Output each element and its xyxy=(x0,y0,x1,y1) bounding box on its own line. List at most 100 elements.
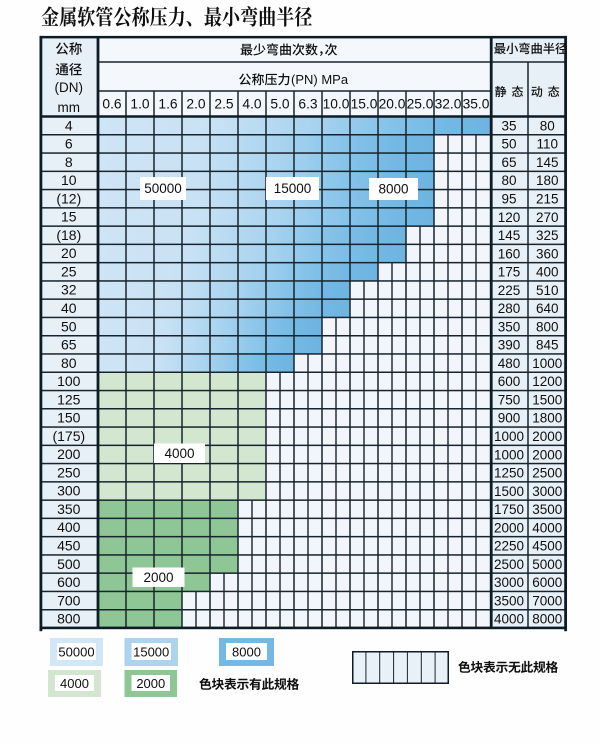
svg-text:110: 110 xyxy=(537,137,559,152)
svg-text:2000: 2000 xyxy=(532,447,562,462)
svg-text:215: 215 xyxy=(536,192,559,207)
svg-text:4: 4 xyxy=(65,117,73,133)
svg-text:6.3: 6.3 xyxy=(298,97,318,112)
svg-text:1800: 1800 xyxy=(532,411,562,426)
svg-text:3500: 3500 xyxy=(494,593,524,608)
svg-text:145: 145 xyxy=(536,155,559,170)
svg-text:2500: 2500 xyxy=(494,557,524,572)
svg-text:65: 65 xyxy=(61,337,77,353)
svg-text:160: 160 xyxy=(498,246,521,261)
svg-text:2000: 2000 xyxy=(532,429,562,444)
svg-text:7000: 7000 xyxy=(532,593,562,608)
svg-text:50000: 50000 xyxy=(144,181,182,196)
svg-text:(12): (12) xyxy=(56,190,81,206)
svg-text:50: 50 xyxy=(501,137,516,152)
svg-text:750: 750 xyxy=(498,393,521,408)
svg-text:50000: 50000 xyxy=(58,645,94,660)
svg-text:200: 200 xyxy=(57,446,81,462)
svg-text:4.0: 4.0 xyxy=(242,97,262,112)
svg-text:900: 900 xyxy=(498,411,521,426)
svg-text:300: 300 xyxy=(57,483,81,499)
svg-text:175: 175 xyxy=(498,265,521,280)
svg-text:25: 25 xyxy=(61,264,77,280)
svg-text:6: 6 xyxy=(65,136,73,152)
svg-text:5000: 5000 xyxy=(532,557,562,572)
svg-text:(175): (175) xyxy=(52,428,85,444)
svg-text:145: 145 xyxy=(498,228,521,243)
svg-text:3000: 3000 xyxy=(532,484,562,499)
svg-text:50: 50 xyxy=(61,318,77,334)
svg-text:0.6: 0.6 xyxy=(102,97,122,112)
svg-text:1000: 1000 xyxy=(494,429,524,444)
svg-text:35.0: 35.0 xyxy=(463,97,490,112)
svg-text:100: 100 xyxy=(57,373,81,389)
svg-text:3000: 3000 xyxy=(494,575,524,590)
svg-text:500: 500 xyxy=(57,556,81,572)
svg-text:95: 95 xyxy=(501,192,516,207)
svg-text:360: 360 xyxy=(536,246,559,261)
svg-text:120: 120 xyxy=(498,210,521,225)
svg-text:2000: 2000 xyxy=(143,570,173,585)
svg-text:1.0: 1.0 xyxy=(130,97,150,112)
svg-text:15000: 15000 xyxy=(133,645,169,660)
svg-text:250: 250 xyxy=(57,464,81,480)
svg-text:800: 800 xyxy=(57,611,81,627)
svg-text:1500: 1500 xyxy=(532,393,562,408)
svg-text:270: 270 xyxy=(536,210,559,225)
svg-text:1.6: 1.6 xyxy=(158,97,178,112)
svg-text:150: 150 xyxy=(57,410,81,426)
svg-text:640: 640 xyxy=(536,301,559,316)
svg-text:350: 350 xyxy=(57,501,81,517)
svg-text:225: 225 xyxy=(498,283,521,298)
svg-text:450: 450 xyxy=(57,538,81,554)
svg-text:1750: 1750 xyxy=(494,502,524,517)
svg-text:1000: 1000 xyxy=(532,356,562,371)
svg-text:8000: 8000 xyxy=(532,612,562,627)
svg-text:350: 350 xyxy=(498,319,521,334)
svg-text:(18): (18) xyxy=(56,227,81,243)
svg-text:mm: mm xyxy=(58,100,81,115)
svg-text:15.0: 15.0 xyxy=(351,97,378,112)
svg-text:20: 20 xyxy=(61,245,77,261)
svg-text:280: 280 xyxy=(498,301,521,316)
svg-text:2.0: 2.0 xyxy=(186,97,206,112)
svg-text:2500: 2500 xyxy=(532,466,562,481)
svg-text:80: 80 xyxy=(61,355,77,371)
svg-text:1250: 1250 xyxy=(494,466,524,481)
svg-text:4000: 4000 xyxy=(164,446,194,461)
svg-text:80: 80 xyxy=(501,173,516,188)
svg-text:4000: 4000 xyxy=(494,612,524,627)
svg-text:5.0: 5.0 xyxy=(270,97,290,112)
svg-text:25.0: 25.0 xyxy=(407,97,434,112)
svg-text:845: 845 xyxy=(536,338,559,353)
svg-text:20.0: 20.0 xyxy=(379,97,406,112)
svg-text:2000: 2000 xyxy=(136,676,165,691)
svg-text:15000: 15000 xyxy=(274,181,312,196)
svg-text:180: 180 xyxy=(536,173,559,188)
svg-text:(PN) MPa: (PN) MPa xyxy=(291,72,349,87)
svg-text:125: 125 xyxy=(57,391,81,407)
svg-text:4500: 4500 xyxy=(532,539,562,554)
svg-text:32: 32 xyxy=(61,282,77,298)
svg-text:600: 600 xyxy=(498,374,521,389)
svg-text:8000: 8000 xyxy=(378,182,408,197)
svg-text:1000: 1000 xyxy=(494,447,524,462)
svg-text:80: 80 xyxy=(540,118,555,133)
svg-text:1500: 1500 xyxy=(494,484,524,499)
svg-text:1200: 1200 xyxy=(532,374,562,389)
svg-text:400: 400 xyxy=(57,519,81,535)
svg-text:(DN): (DN) xyxy=(55,80,84,95)
svg-text:3500: 3500 xyxy=(532,502,562,517)
svg-text:65: 65 xyxy=(501,155,516,170)
svg-text:10.0: 10.0 xyxy=(323,97,350,112)
svg-text:2250: 2250 xyxy=(494,539,524,554)
svg-text:4000: 4000 xyxy=(532,520,562,535)
svg-text:480: 480 xyxy=(498,356,521,371)
svg-text:35: 35 xyxy=(501,118,516,133)
svg-text:15: 15 xyxy=(61,209,77,225)
svg-text:32.0: 32.0 xyxy=(435,97,462,112)
svg-text:2.5: 2.5 xyxy=(214,97,234,112)
svg-text:700: 700 xyxy=(57,592,81,608)
svg-text:6000: 6000 xyxy=(532,575,562,590)
svg-text:600: 600 xyxy=(57,574,81,590)
